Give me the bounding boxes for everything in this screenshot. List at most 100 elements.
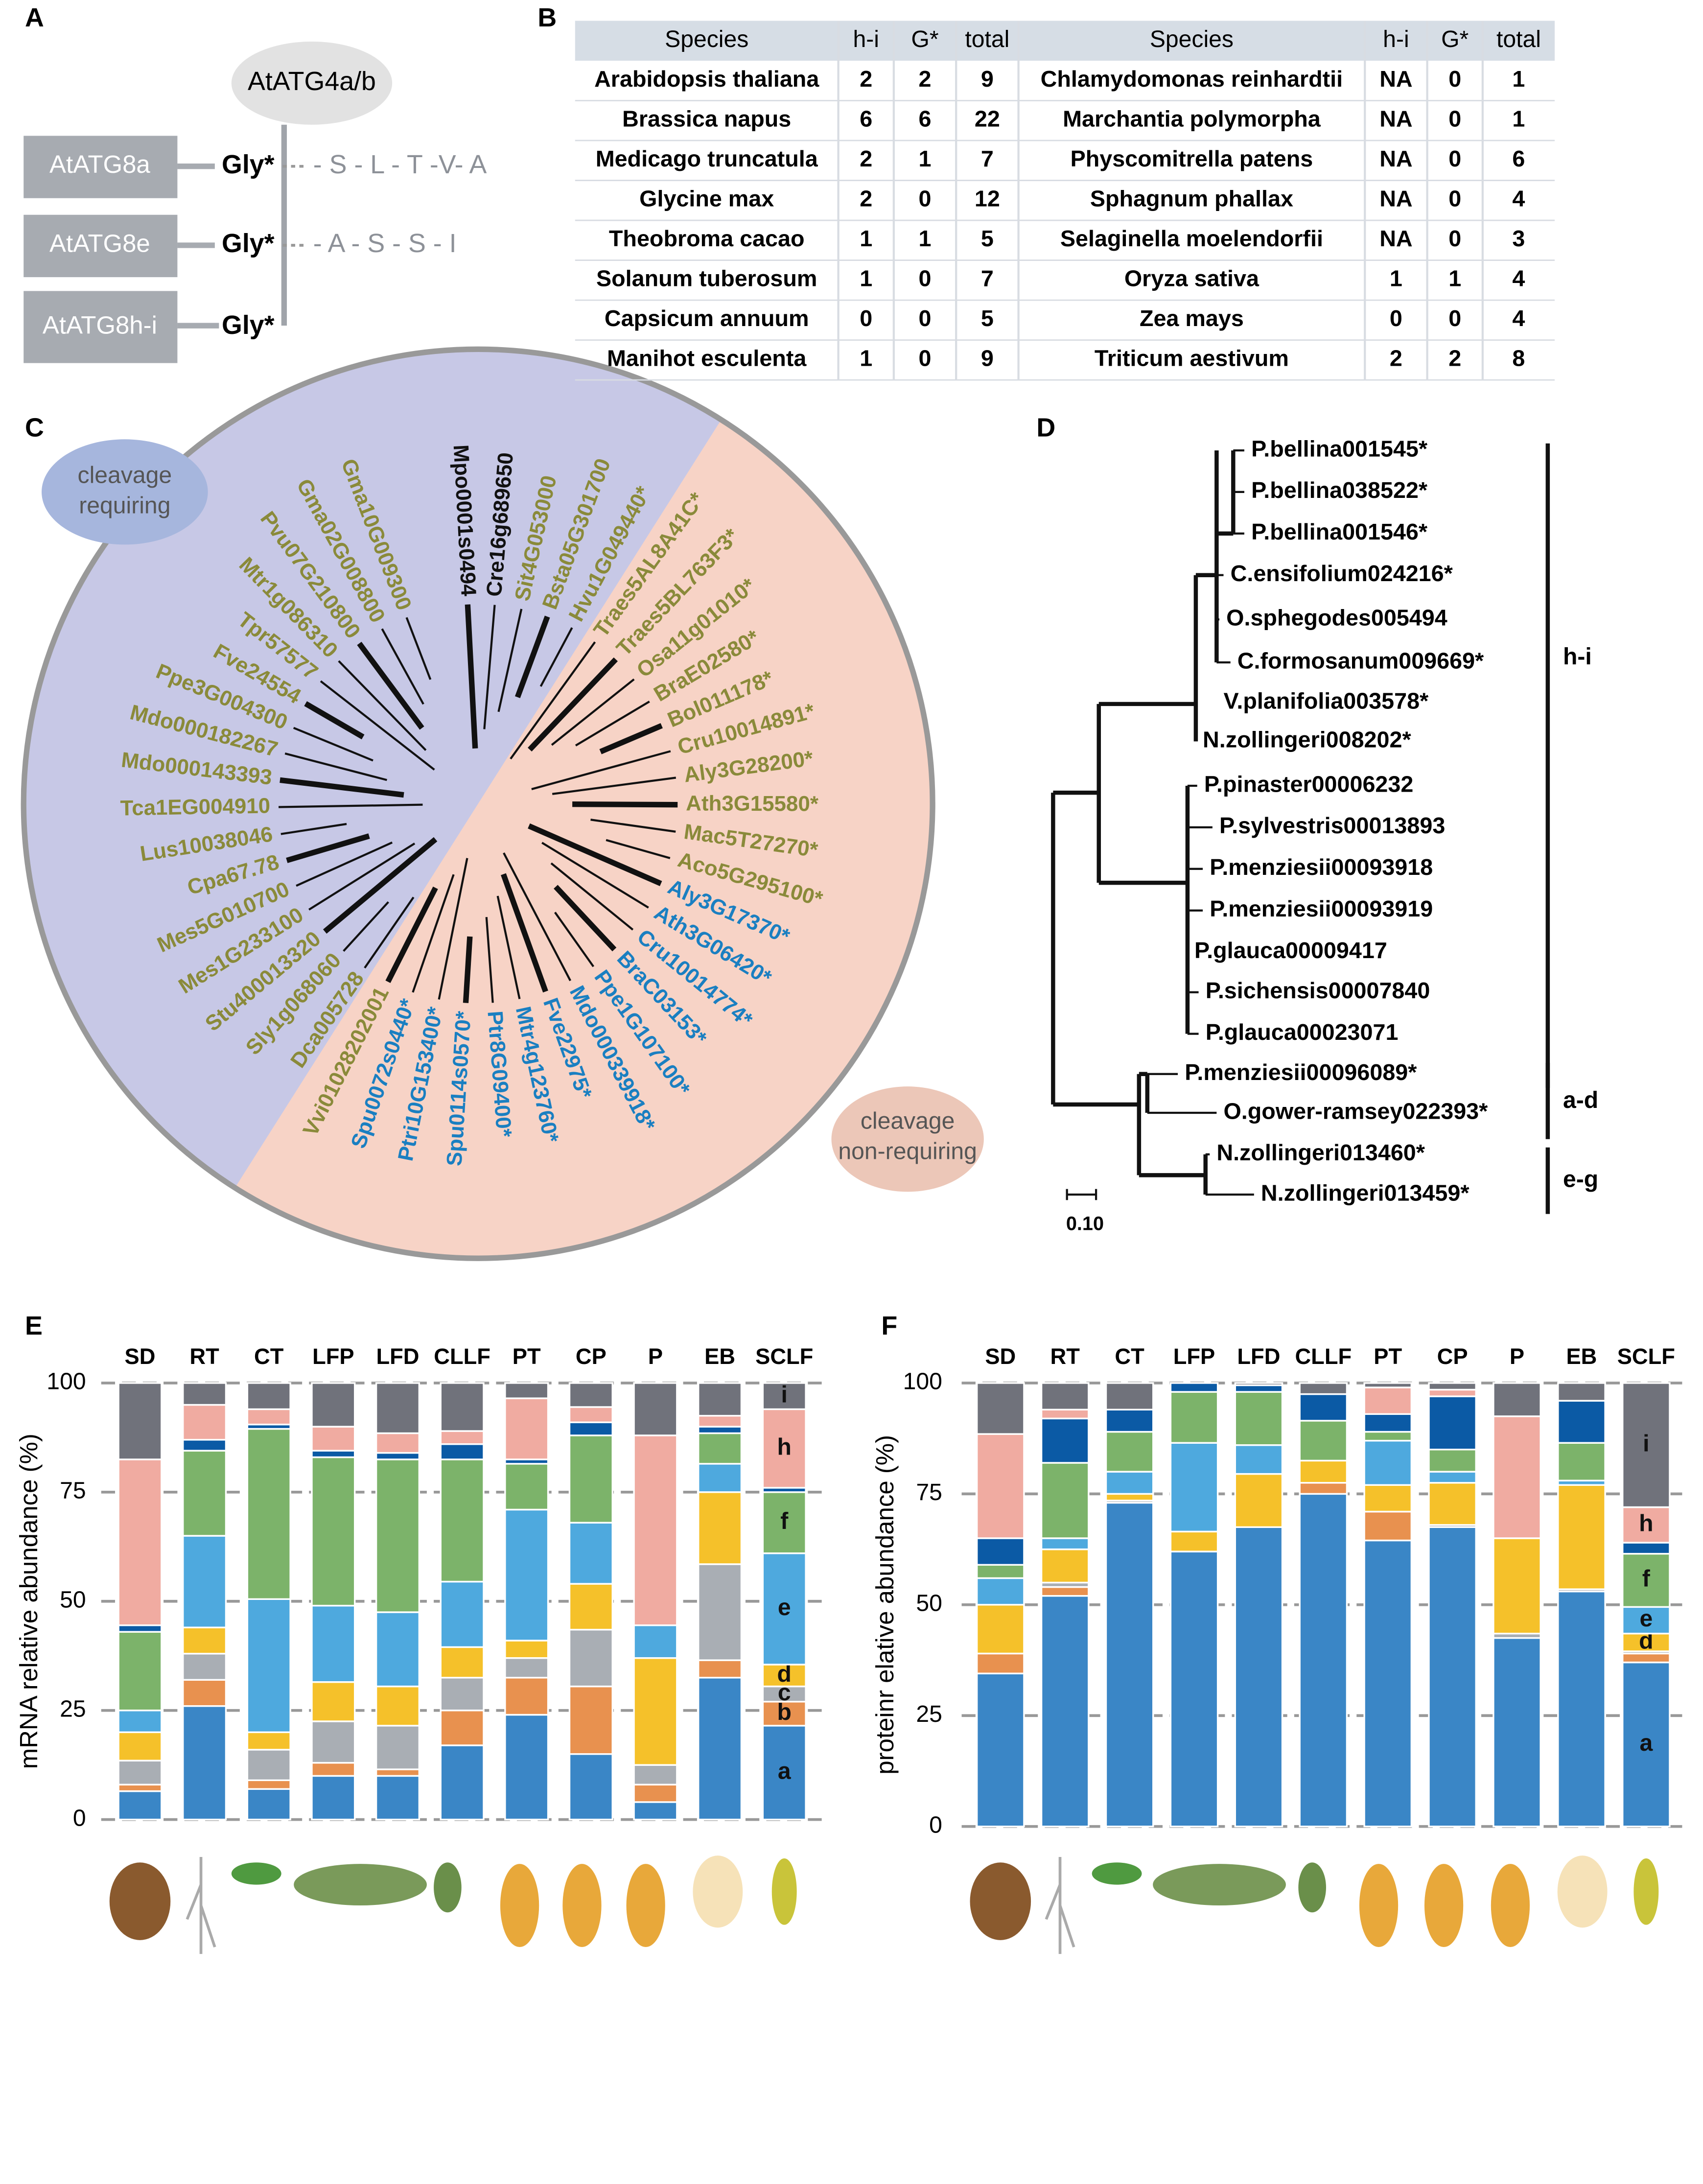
group-label: cleavage <box>78 462 172 488</box>
bar-segment <box>1557 1442 1606 1481</box>
table-cell: 2 <box>1448 346 1461 371</box>
table-cell: 4 <box>1512 266 1525 291</box>
tree-c-branch <box>286 833 370 863</box>
tree-c-branch <box>385 886 438 983</box>
table-cell: Manihot esculenta <box>607 346 807 371</box>
tree-c-branch <box>531 750 671 790</box>
table-header: Species <box>665 26 748 52</box>
bar-segment <box>440 1580 485 1648</box>
bar-segment <box>504 1657 549 1679</box>
table-cell: 9 <box>981 66 994 92</box>
bar-segment <box>375 1775 420 1821</box>
protein-box <box>23 214 178 278</box>
tree-d-leaf: C.formosanum009669* <box>1237 648 1484 673</box>
bar-segment <box>1234 1526 1283 1828</box>
series-label: i <box>1643 1430 1649 1456</box>
bar-segment <box>976 1564 1025 1579</box>
bar-segment <box>762 1725 807 1821</box>
tree-c-leaf: Tca1EG004910 <box>120 794 270 820</box>
bar-segment <box>375 1725 420 1770</box>
table-cell: 0 <box>1448 146 1461 171</box>
bar-segment <box>633 1784 678 1803</box>
bar-segment <box>1299 1393 1348 1422</box>
bar-segment <box>440 1677 485 1712</box>
x-tick-label: CP <box>1437 1344 1468 1369</box>
bar-segment <box>1493 1382 1541 1417</box>
bar-segment <box>1622 1506 1671 1544</box>
tree-c-branch <box>501 873 548 993</box>
clade-label: h-i <box>1563 643 1592 670</box>
x-tick-label: EB <box>1566 1344 1597 1369</box>
bar-segment <box>976 1537 1025 1566</box>
table-cell: 1 <box>919 226 932 251</box>
bar-segment <box>246 1779 291 1790</box>
tree-c-branch <box>308 843 416 911</box>
bar-segment <box>246 1788 291 1821</box>
x-tick-label: CT <box>1115 1344 1144 1369</box>
table-cell: 22 <box>975 106 1000 132</box>
tree-c-branch <box>552 776 677 795</box>
tree-c-branch <box>320 680 435 771</box>
tree-c-branch <box>483 605 496 729</box>
bar-segment <box>311 1426 356 1452</box>
table-cell: Triticum aestivum <box>1095 346 1289 371</box>
table-cell: 1 <box>919 146 932 171</box>
table-cell: 0 <box>919 266 932 291</box>
bar-segment <box>976 1433 1025 1539</box>
series-label: b <box>777 1699 792 1725</box>
table-cell: 1 <box>860 266 872 291</box>
bar-segment <box>1234 1391 1283 1446</box>
group-label: requiring <box>79 493 170 519</box>
table-cell: Chlamydomonas reinhardtii <box>1041 66 1343 92</box>
tail-label: - S - L - T -V- A <box>313 150 487 179</box>
table-cell: 4 <box>1512 186 1525 211</box>
tree-c-branch <box>296 841 393 887</box>
bar-segment <box>1363 1413 1413 1433</box>
table-cell: 2 <box>1390 346 1402 371</box>
table-cell: NA <box>1379 106 1412 132</box>
protein-label: AtATG8h-i <box>43 311 157 339</box>
bar-segment <box>1234 1473 1283 1528</box>
bar-segment <box>182 1653 227 1681</box>
tree-c-branch <box>528 657 618 752</box>
table-cell: 7 <box>981 266 994 291</box>
table-cell: 8 <box>1512 346 1525 371</box>
panel-label: C <box>25 413 44 443</box>
gly-label: Gly* <box>222 150 275 179</box>
tree-d-leaf: P.glauca00023071 <box>1206 1019 1399 1045</box>
bar-segment <box>762 1408 807 1489</box>
bar-segment <box>1105 1382 1154 1410</box>
bar-segment <box>1105 1471 1154 1495</box>
table-cell: Solanum tuberosum <box>596 266 817 291</box>
table-header-bg <box>575 21 1555 61</box>
scale-bar <box>1066 1189 1097 1200</box>
tree-c-branch <box>606 839 671 859</box>
y-tick-label: 75 <box>916 1479 942 1505</box>
bar-segment <box>1622 1382 1671 1508</box>
y-tick-label: 25 <box>916 1701 942 1727</box>
bar-segment <box>698 1491 743 1565</box>
bar-segment <box>246 1598 291 1733</box>
tree-c-branch <box>485 917 494 1003</box>
panel-label: E <box>25 1311 43 1340</box>
tree-d-leaf: N.zollingeri013460* <box>1216 1140 1425 1165</box>
tree-c-branch <box>343 901 389 952</box>
bar-segment <box>117 1784 163 1792</box>
bar-segment <box>375 1382 420 1434</box>
table-cell: Arabidopsis thaliana <box>594 66 819 92</box>
tree-d-leaf: P.sylvestris00013893 <box>1219 813 1445 838</box>
table-cell: 2 <box>860 66 872 92</box>
table-header: Species <box>1150 26 1234 52</box>
bar-segment <box>311 1775 356 1821</box>
tree-d-leaf: P.pinaster00006232 <box>1204 771 1413 797</box>
bar-segment <box>1105 1409 1154 1433</box>
tree-c-branch <box>338 660 427 751</box>
bar-segment <box>633 1434 678 1626</box>
group-label: cleavage <box>861 1107 955 1134</box>
protein-label: AtATG8e <box>49 229 150 257</box>
table-header: total <box>1496 26 1541 52</box>
tree-d-leaf: P.menziesii00093919 <box>1210 896 1433 921</box>
bar-segment <box>246 1731 291 1751</box>
x-tick-label: PT <box>1374 1344 1402 1369</box>
